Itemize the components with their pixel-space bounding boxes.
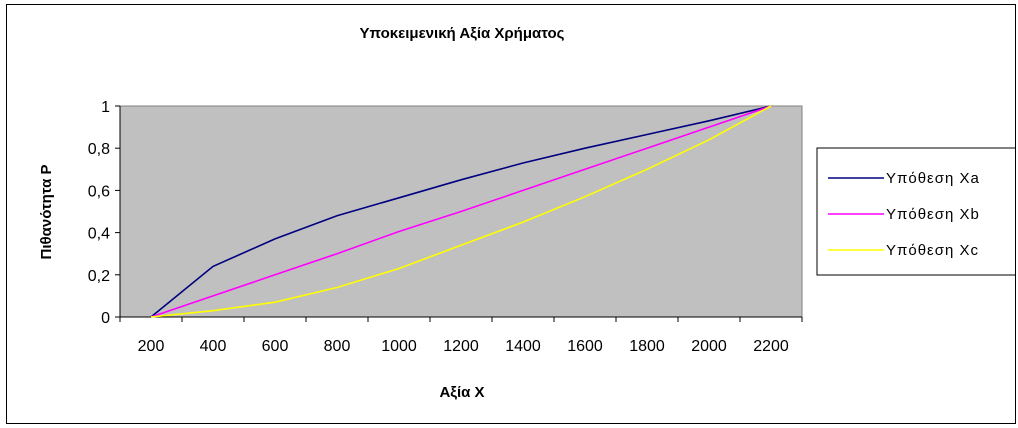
- y-axis-label: Πιθανότητα Ρ: [38, 165, 55, 260]
- x-tick-label: 1600: [567, 338, 603, 355]
- x-tick-label: 2000: [691, 338, 727, 355]
- chart-frame: Υποκειμενική Αξία Χρήματος 0 0,2 0,4 0,6 0,8…: [6, 4, 1018, 424]
- x-tick-label: 2200: [753, 338, 789, 355]
- x-tick-label: 1200: [443, 338, 479, 355]
- legend-box: [816, 147, 1018, 276]
- y-tick-label: 1: [101, 99, 110, 116]
- x-axis-label: Αξία Χ: [439, 384, 484, 401]
- x-tick-label: 800: [324, 338, 351, 355]
- series-lines: [150, 105, 772, 318]
- legend: Υπόθεση Xa Υπόθεση Xb Υπόθεση Xc: [816, 147, 1018, 276]
- series-line-3: [150, 105, 772, 318]
- legend-label-2: Υπόθεση Xb: [886, 206, 980, 223]
- series-line-2: [150, 105, 772, 318]
- y-tick-label: 0,2: [88, 268, 110, 285]
- chart-svg: Υποκειμενική Αξία Χρήματος 0 0,2 0,4 0,6 0,8…: [38, 25, 1018, 401]
- x-tick-label: 600: [262, 338, 289, 355]
- y-tick-label: 0: [101, 310, 110, 327]
- legend-label-3: Υπόθεση Xc: [886, 242, 979, 259]
- axes: [115, 105, 803, 322]
- x-tick-label: 1800: [629, 338, 665, 355]
- x-tick-label: 1400: [505, 338, 541, 355]
- y-tick-label: 0,4: [88, 226, 110, 243]
- legend-label-1: Υπόθεση Xa: [886, 170, 980, 187]
- x-tick-label: 400: [200, 338, 227, 355]
- x-tick-label: 200: [138, 338, 165, 355]
- y-tick-label: 0,8: [88, 141, 110, 158]
- chart-title: Υποκειμενική Αξία Χρήματος: [360, 25, 565, 42]
- x-tick-label: 1000: [381, 338, 417, 355]
- y-tick-label: 0,6: [88, 183, 110, 200]
- series-line-1: [150, 105, 772, 318]
